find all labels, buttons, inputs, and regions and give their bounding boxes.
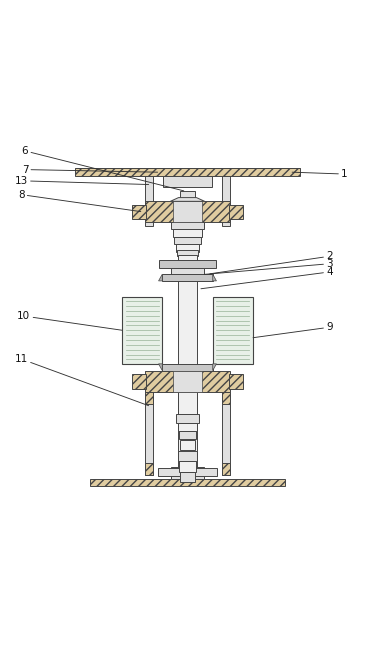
Text: 11: 11: [15, 354, 149, 406]
Text: 7: 7: [22, 164, 158, 175]
Polygon shape: [170, 197, 205, 201]
Bar: [172, 371, 202, 392]
Bar: [144, 392, 153, 475]
Bar: [132, 375, 146, 389]
Bar: [162, 364, 213, 371]
Text: 2: 2: [210, 251, 333, 274]
Bar: [178, 422, 197, 431]
Bar: [179, 461, 196, 472]
Bar: [178, 281, 197, 368]
Bar: [162, 274, 213, 281]
Text: 1: 1: [292, 169, 348, 179]
Polygon shape: [159, 364, 162, 371]
Bar: [172, 201, 202, 222]
Bar: [177, 250, 198, 256]
Bar: [176, 414, 199, 422]
Bar: [178, 392, 197, 475]
Bar: [180, 472, 195, 482]
Bar: [163, 176, 212, 187]
Text: 10: 10: [17, 311, 122, 330]
Bar: [229, 375, 243, 389]
Bar: [176, 245, 200, 252]
Bar: [213, 296, 253, 364]
Bar: [178, 451, 197, 461]
Bar: [179, 431, 196, 439]
Bar: [90, 479, 285, 486]
Bar: [171, 467, 204, 479]
Bar: [144, 392, 153, 404]
Bar: [144, 201, 231, 222]
Text: 9: 9: [253, 322, 333, 338]
Bar: [174, 237, 201, 245]
Bar: [222, 392, 231, 404]
Text: 6: 6: [22, 146, 184, 191]
Text: 8: 8: [18, 190, 141, 212]
Bar: [158, 468, 218, 476]
Bar: [132, 204, 146, 219]
Polygon shape: [213, 364, 216, 371]
Bar: [222, 176, 231, 226]
Bar: [180, 191, 195, 197]
Bar: [171, 268, 204, 281]
Bar: [172, 229, 202, 237]
Text: 3: 3: [204, 259, 333, 274]
Bar: [122, 296, 162, 364]
Bar: [178, 392, 197, 414]
Bar: [222, 463, 231, 475]
Bar: [171, 222, 204, 229]
Bar: [222, 392, 231, 475]
Polygon shape: [213, 274, 216, 281]
Text: 13: 13: [15, 176, 149, 186]
Polygon shape: [159, 274, 162, 281]
Bar: [180, 441, 195, 450]
Bar: [144, 463, 153, 475]
Bar: [144, 176, 153, 226]
Bar: [75, 168, 300, 176]
Bar: [229, 204, 243, 219]
Bar: [178, 255, 197, 259]
Bar: [159, 260, 216, 268]
Bar: [144, 371, 231, 392]
Text: 4: 4: [201, 267, 333, 289]
